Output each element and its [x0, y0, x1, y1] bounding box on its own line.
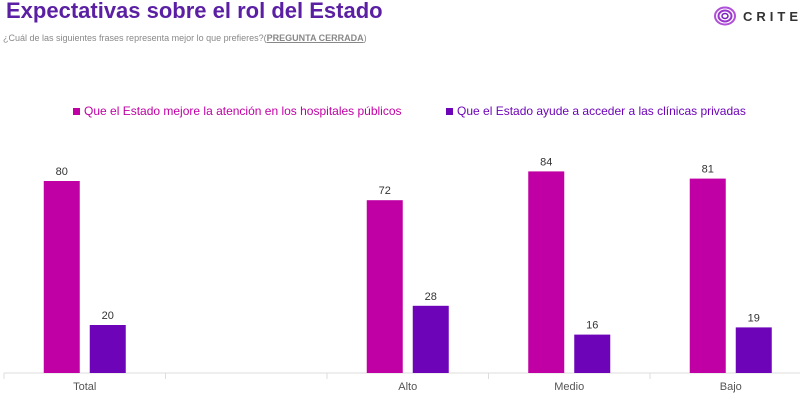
legend-item-1: Que el Estado mejore la atención en los … — [73, 104, 402, 118]
bar-1 — [528, 171, 565, 373]
question-tag: PREGUNTA CERRADA — [266, 33, 364, 43]
data-label: 81 — [702, 164, 714, 176]
legend-item-2: Que el Estado ayude a acceder a las clín… — [446, 104, 746, 118]
data-label: 84 — [540, 156, 552, 168]
data-label: 80 — [56, 166, 68, 178]
data-label: 16 — [586, 320, 598, 332]
logo-icon — [714, 6, 736, 26]
criteria-logo: CRITER — [713, 5, 800, 27]
data-label: 72 — [379, 185, 391, 197]
x-tick-label: Bajo — [720, 381, 742, 393]
data-label: 28 — [425, 291, 437, 303]
logo-text: CRITER — [743, 8, 800, 24]
legend-swatch-2 — [446, 107, 453, 115]
x-tick-label: Medio — [554, 381, 584, 393]
question-text: ¿Cuál de las siguientes frases represent… — [3, 33, 367, 43]
bar-2 — [735, 327, 772, 373]
bar-2 — [89, 325, 126, 373]
x-tick-label: Alto — [398, 381, 417, 393]
bar-2 — [574, 334, 611, 373]
legend-label-1: Que el Estado mejore la atención en los … — [84, 104, 402, 118]
bar-1 — [689, 178, 726, 373]
data-label: 20 — [102, 310, 114, 322]
page-title: Expectativas sobre el rol del Estado — [6, 0, 383, 23]
bar-2 — [412, 305, 449, 373]
legend-swatch-1 — [73, 107, 80, 115]
bar-1 — [43, 181, 80, 373]
question-end: ) — [363, 33, 367, 43]
x-tick-label: Total — [73, 381, 96, 393]
question-label: ¿Cuál de las siguientes frases represent… — [3, 33, 267, 43]
legend-label-2: Que el Estado ayude a acceder a las clín… — [457, 104, 746, 118]
data-label: 19 — [748, 312, 760, 324]
bar-1 — [366, 200, 403, 373]
